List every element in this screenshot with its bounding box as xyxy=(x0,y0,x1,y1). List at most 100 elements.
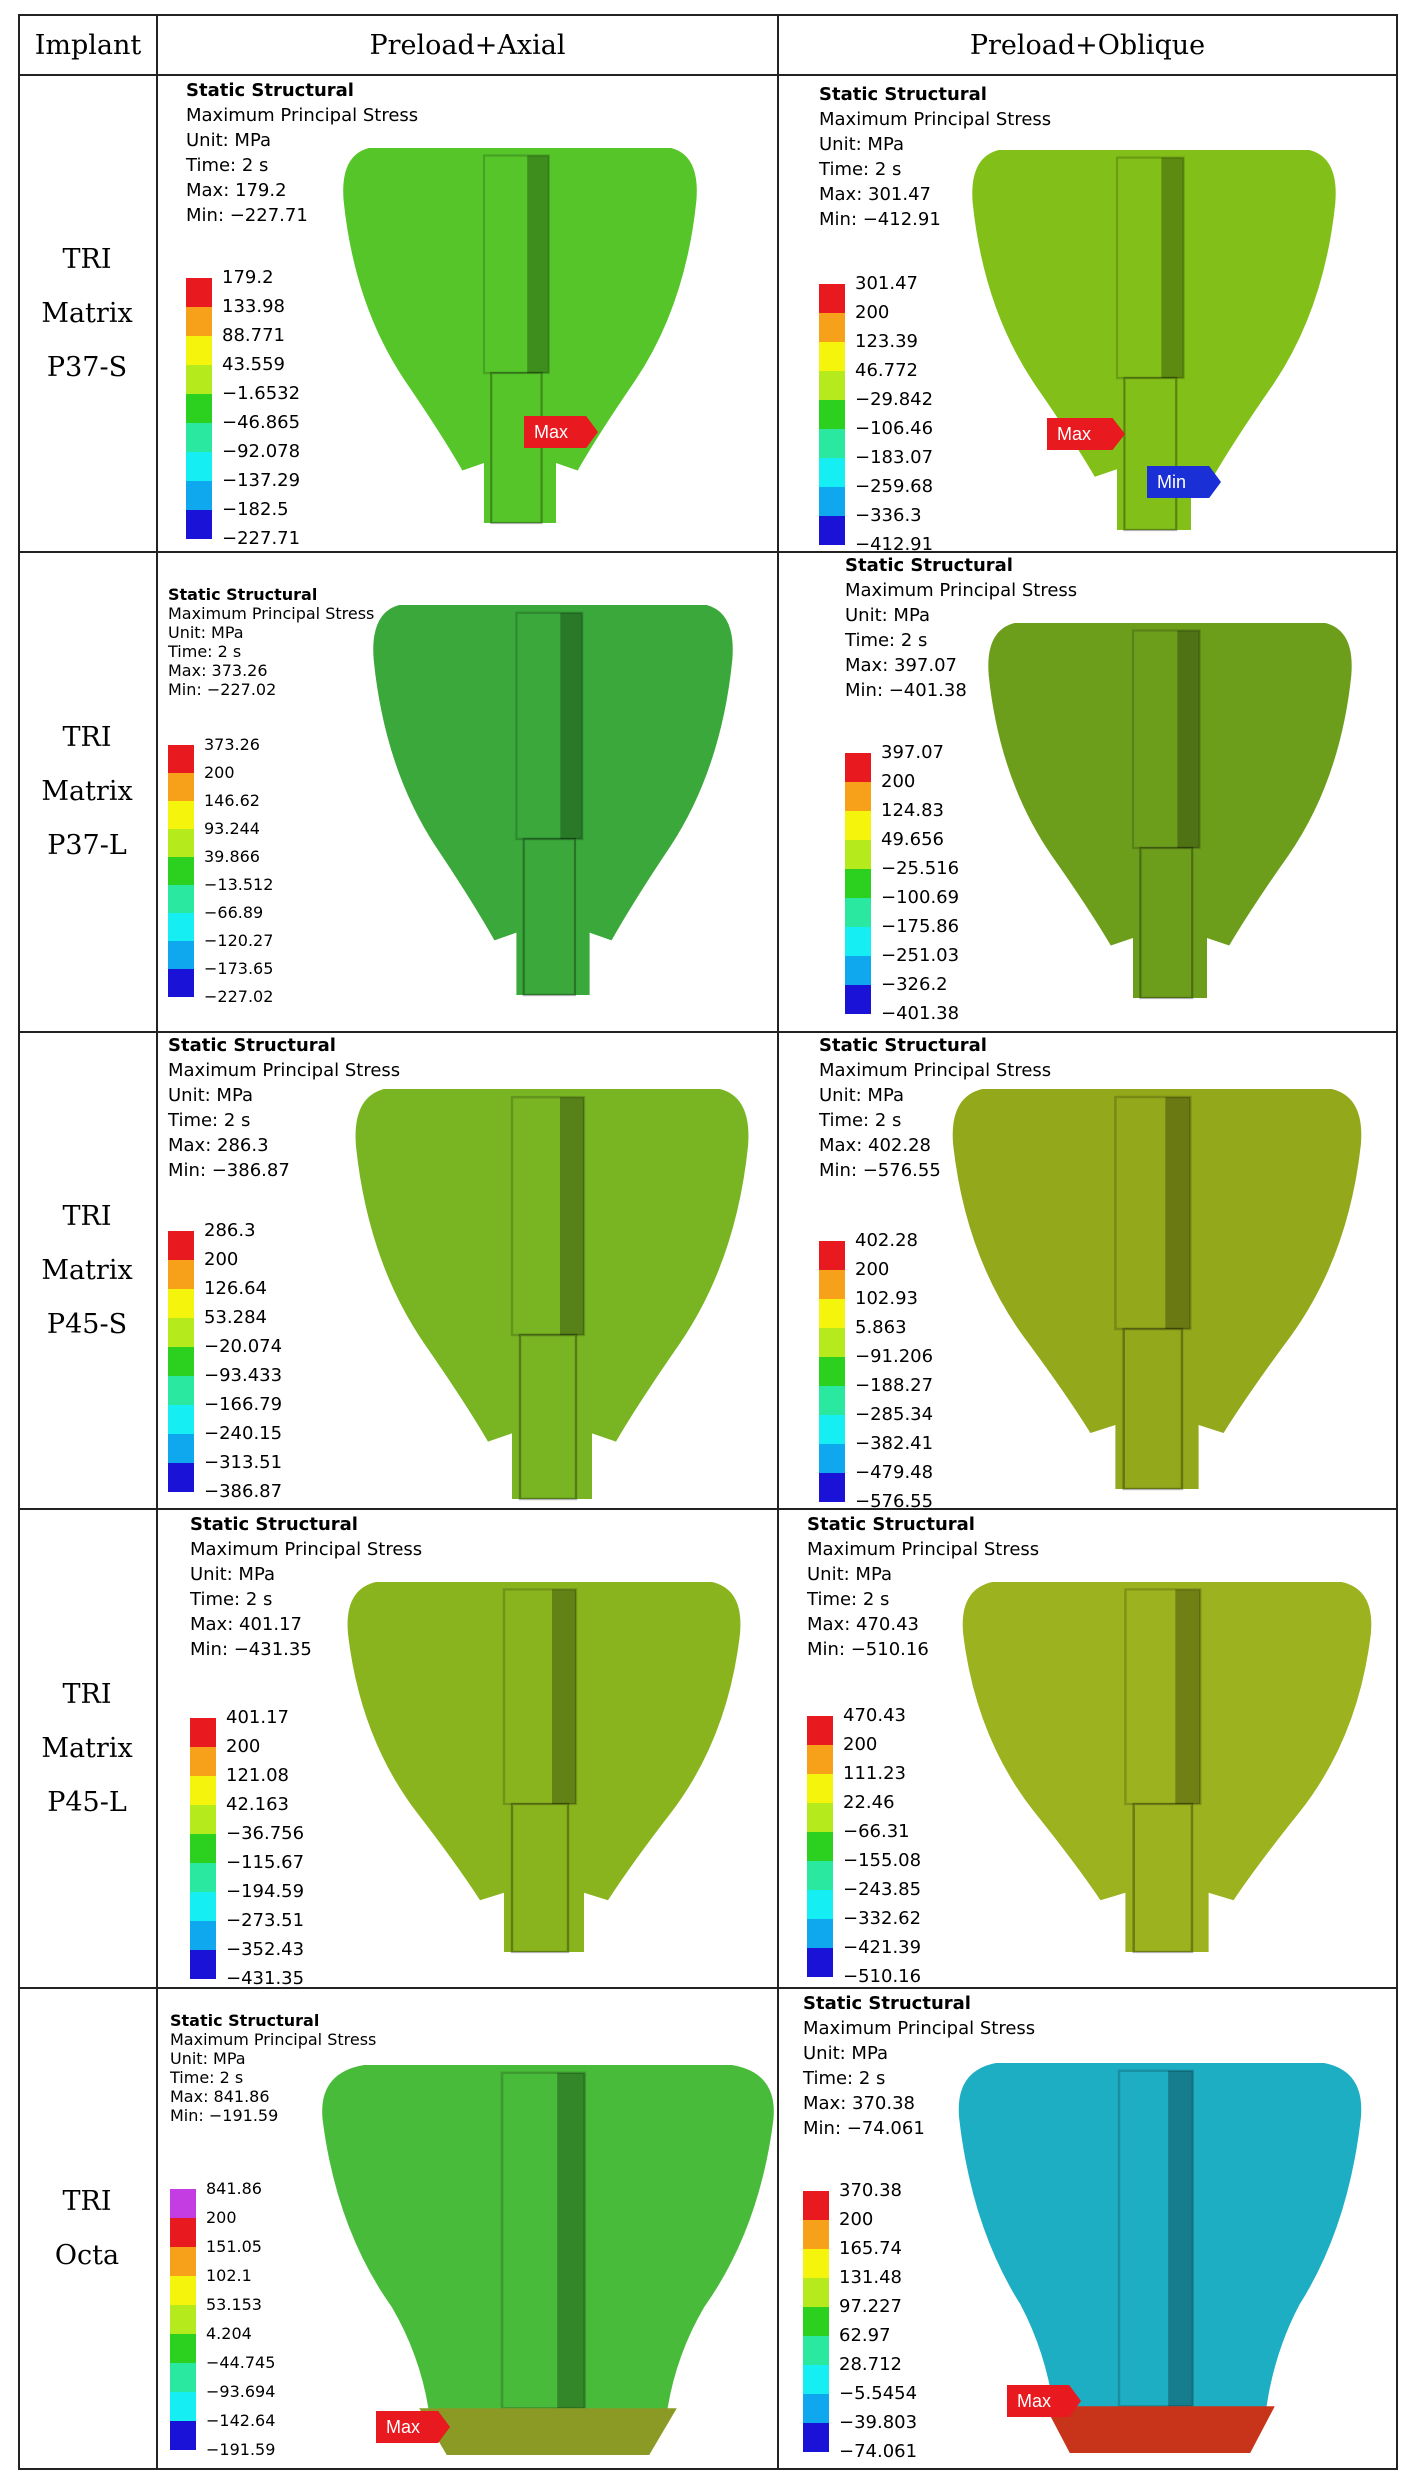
legend-swatch xyxy=(803,2220,829,2249)
legend-swatch xyxy=(807,1832,833,1861)
result-subtitle: Maximum Principal Stress xyxy=(819,109,1052,130)
legend-value: −1.6532 xyxy=(222,383,301,404)
legend-swatch xyxy=(168,1347,194,1376)
table-border-right xyxy=(1396,14,1398,2470)
model-bore xyxy=(500,2071,587,2410)
legend-swatch xyxy=(170,2276,196,2305)
legend-value: −93.694 xyxy=(206,2382,276,2401)
panel-p37s-axial: Static Structural Maximum Principal Stres… xyxy=(158,76,777,551)
result-max: Max: 841.86 xyxy=(170,2087,270,2106)
legend-swatch xyxy=(190,1892,216,1921)
model-lower-bore xyxy=(518,1333,578,1501)
legend-swatch xyxy=(819,1415,845,1444)
legend-value: −576.55 xyxy=(855,1491,934,1512)
legend-value: −137.29 xyxy=(222,470,301,491)
legend-swatch xyxy=(803,2249,829,2278)
row-label-line: P37-L xyxy=(47,830,127,861)
panel-p45s-axial: Static Structural Maximum Principal Stres… xyxy=(158,1033,777,1508)
model-bore xyxy=(1124,1588,1202,1806)
row-label-line: Matrix xyxy=(41,1254,133,1286)
result-time: Time: 2 s xyxy=(819,1110,902,1131)
legend-swatch xyxy=(845,898,871,927)
result-unit: Unit: MPa xyxy=(190,1564,276,1585)
row-divider-header xyxy=(18,74,1398,76)
result-min: Min: −227.71 xyxy=(186,205,308,226)
model-bore-shadow xyxy=(560,1097,584,1335)
legend-value: 121.08 xyxy=(226,1765,289,1786)
result-unit: Unit: MPa xyxy=(819,1085,905,1106)
result-max: Max: 179.2 xyxy=(186,180,287,201)
marker-min: Min xyxy=(1147,466,1221,498)
result-title: Static Structural xyxy=(186,80,354,101)
model-bore-shadow xyxy=(1161,157,1184,378)
result-time: Time: 2 s xyxy=(168,642,242,661)
model-lower-bore xyxy=(522,837,577,997)
legend-value: −115.67 xyxy=(226,1852,305,1873)
marker-max: Max xyxy=(1047,418,1125,450)
row-label-octa: TRI Octa xyxy=(18,1989,156,2468)
legend-swatch xyxy=(845,869,871,898)
legend-value: 402.28 xyxy=(855,1230,918,1251)
legend-value: 49.656 xyxy=(881,829,944,850)
legend-value: −93.433 xyxy=(204,1365,283,1386)
result-header: Static Structural Maximum Principal Stres… xyxy=(819,82,1051,232)
legend-swatch xyxy=(803,2278,829,2307)
result-unit: Unit: MPa xyxy=(845,605,931,626)
model-bore-shadow xyxy=(560,612,583,839)
model-bore xyxy=(1115,156,1185,380)
result-title: Static Structural xyxy=(845,555,1013,576)
legend-swatch xyxy=(845,956,871,985)
legend-swatch xyxy=(819,313,845,342)
result-min: Min: −191.59 xyxy=(170,2106,279,2125)
legend-swatch xyxy=(170,2363,196,2392)
legend-value: 165.74 xyxy=(839,2238,902,2259)
result-time: Time: 2 s xyxy=(807,1589,890,1610)
model-bore-shadow xyxy=(527,155,549,373)
legend-swatch xyxy=(807,1948,833,1977)
result-max: Max: 286.3 xyxy=(168,1135,269,1156)
result-header: Static Structural Maximum Principal Stres… xyxy=(190,1512,422,1662)
model-lower-bore xyxy=(1132,1802,1194,1954)
legend-value: −5.5454 xyxy=(839,2383,918,2404)
legend-swatch xyxy=(168,773,194,801)
legend-value: 124.83 xyxy=(881,800,944,821)
result-header: Static Structural Maximum Principal Stres… xyxy=(168,585,374,699)
legend-swatch xyxy=(819,1328,845,1357)
legend-swatch xyxy=(186,336,212,365)
legend-swatch xyxy=(168,1434,194,1463)
result-min: Min: −510.16 xyxy=(807,1639,929,1660)
legend-swatch xyxy=(807,1745,833,1774)
row-divider-3 xyxy=(18,1508,1398,1510)
legend-value: −74.061 xyxy=(839,2441,918,2462)
fea-model-image xyxy=(962,1582,1372,1954)
result-unit: Unit: MPa xyxy=(807,1564,893,1585)
legend-value: 200 xyxy=(855,1259,890,1280)
fea-model-image xyxy=(355,1089,749,1501)
panel-p37l-oblique: Static Structural Maximum Principal Stres… xyxy=(779,553,1396,1028)
legend-value: −326.2 xyxy=(881,974,948,995)
legend-value: 841.86 xyxy=(206,2179,262,2198)
legend-value: 301.47 xyxy=(855,273,918,294)
legend-swatch xyxy=(168,913,194,941)
model-bore xyxy=(502,1588,578,1806)
legend-value: −36.756 xyxy=(226,1823,305,1844)
legend-value: 200 xyxy=(226,1736,261,1757)
legend-swatch xyxy=(807,1774,833,1803)
legend-value: −166.79 xyxy=(204,1394,283,1415)
marker-max: Max xyxy=(1007,2385,1081,2417)
row-label-p37s: TRI Matrix P37-S xyxy=(18,76,156,551)
legend-swatch xyxy=(819,1299,845,1328)
legend-swatch xyxy=(186,307,212,336)
column-divider-2 xyxy=(777,14,779,2470)
result-title: Static Structural xyxy=(819,84,987,105)
model-lower-bore xyxy=(510,1802,570,1954)
legend-swatch xyxy=(186,452,212,481)
legend-value: −182.5 xyxy=(222,499,289,520)
legend-value: −352.43 xyxy=(226,1939,305,1960)
legend-value: 146.62 xyxy=(204,791,260,810)
legend-swatch xyxy=(845,927,871,956)
legend-swatch xyxy=(819,342,845,371)
legend-value: −412.91 xyxy=(855,534,934,555)
model-bore xyxy=(510,1095,586,1337)
